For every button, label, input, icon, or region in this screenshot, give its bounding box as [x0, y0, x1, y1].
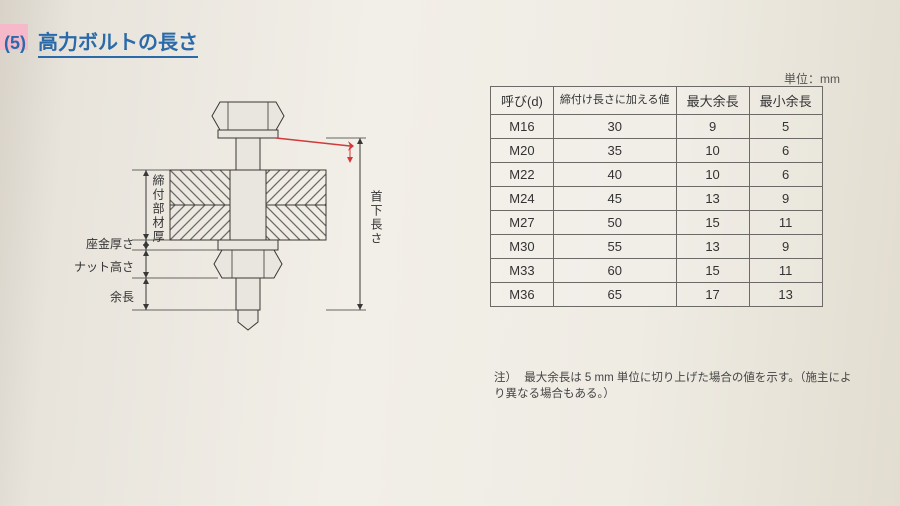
table-row: M2240106: [491, 163, 823, 187]
table-cell: 9: [749, 187, 822, 211]
section-heading: (5) 高力ボルトの長さ: [0, 26, 198, 58]
table-cell: M22: [491, 163, 554, 187]
table-cell: 13: [749, 283, 822, 307]
table-cell: 13: [676, 235, 749, 259]
table-cell: 65: [553, 283, 676, 307]
table-cell: 6: [749, 163, 822, 187]
table-row: M2035106: [491, 139, 823, 163]
heading-number: (5): [4, 33, 26, 54]
table-cell: M33: [491, 259, 554, 283]
table-cell: 13: [676, 187, 749, 211]
bolt-table: 呼び(d) 締付け長さに加える値 最大余長 最小余長 M163095M20351…: [490, 86, 823, 307]
table-cell: 11: [749, 211, 822, 235]
footnote-text: 最大余長は 5 mm 単位に切り上げた場合の値を示す。（施主により異なる場合もあ…: [494, 372, 851, 400]
table-header-row: 呼び(d) 締付け長さに加える値 最大余長 最小余長: [491, 87, 823, 115]
table-cell: M30: [491, 235, 554, 259]
table-row: M27501511: [491, 211, 823, 235]
table-row: M163095: [491, 115, 823, 139]
table-cell: 45: [553, 187, 676, 211]
th-nominal: 呼び(d): [491, 87, 554, 115]
table-cell: 10: [676, 163, 749, 187]
label-nut-height: ナット高さ: [44, 258, 134, 275]
bolt-diagram: 締付部材厚 座金厚さ ナット高さ 余長 首下長さ: [50, 100, 420, 340]
label-extra-length: 余長: [68, 288, 134, 305]
bolt-length-table: 呼び(d) 締付け長さに加える値 最大余長 最小余長 M163095M20351…: [490, 86, 823, 307]
unit-label: 単位：mm: [784, 70, 840, 87]
table-row: M3055139: [491, 235, 823, 259]
th-max-extra: 最大余長: [676, 87, 749, 115]
th-add-value: 締付け長さに加える値: [553, 87, 676, 115]
table-cell: 50: [553, 211, 676, 235]
table-cell: M16: [491, 115, 554, 139]
table-row: M2445139: [491, 187, 823, 211]
table-row: M36651713: [491, 283, 823, 307]
th-min-extra: 最小余長: [749, 87, 822, 115]
table-cell: 55: [553, 235, 676, 259]
heading-title: 高力ボルトの長さ: [38, 26, 198, 58]
table-cell: 40: [553, 163, 676, 187]
table-cell: 30: [553, 115, 676, 139]
label-clamp-thickness: 締付部材厚: [150, 174, 167, 244]
table-cell: 11: [749, 259, 822, 283]
table-footnote: 注） 最大余長は 5 mm 単位に切り上げた場合の値を示す。（施主により異なる場…: [494, 370, 854, 402]
table-cell: 6: [749, 139, 822, 163]
table-cell: M24: [491, 187, 554, 211]
table-cell: M20: [491, 139, 554, 163]
table-cell: 15: [676, 259, 749, 283]
table-cell: 35: [553, 139, 676, 163]
table-cell: 15: [676, 211, 749, 235]
footnote-label: 注）: [494, 370, 517, 386]
table-cell: 5: [749, 115, 822, 139]
label-washer-thickness: 座金厚さ: [44, 235, 134, 252]
table-cell: 17: [676, 283, 749, 307]
table-cell: M36: [491, 283, 554, 307]
table-row: M33601511: [491, 259, 823, 283]
table-cell: M27: [491, 211, 554, 235]
table-cell: 60: [553, 259, 676, 283]
table-cell: 10: [676, 139, 749, 163]
table-cell: 9: [749, 235, 822, 259]
table-cell: 9: [676, 115, 749, 139]
label-shank-length: 首下長さ: [368, 190, 385, 246]
